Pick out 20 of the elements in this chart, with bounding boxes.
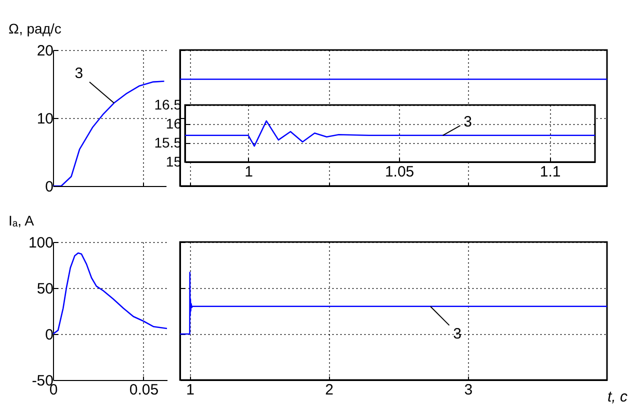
annotation: 3 [464,113,472,130]
x-tick-label: 1.05 [384,164,414,180]
x-axis-title: t, c [607,388,628,406]
y-tick-label: 0 [45,326,54,344]
y-tick-label: 50 [36,280,54,298]
annotation: 3 [453,325,462,342]
line-series [53,252,167,335]
y-tick-label: 0 [45,178,54,196]
x-tick-label: 1 [244,164,253,180]
x-tick-label: 2 [325,382,334,398]
y-axis-title: Iₐ, A [8,212,35,228]
y-tick-label: 20 [36,42,54,60]
x-tick-label: 3 [464,382,473,398]
y-axis-title: Ω, рад/с [8,20,62,36]
x-tick-label: 1.1 [540,164,561,180]
y-tick-label: 100 [28,234,54,252]
y-tick-label: 10 [36,110,54,128]
annotation: 3 [74,65,84,82]
x-tick-label: 1 [186,382,194,398]
x-tick-label: 0.05 [129,382,159,398]
